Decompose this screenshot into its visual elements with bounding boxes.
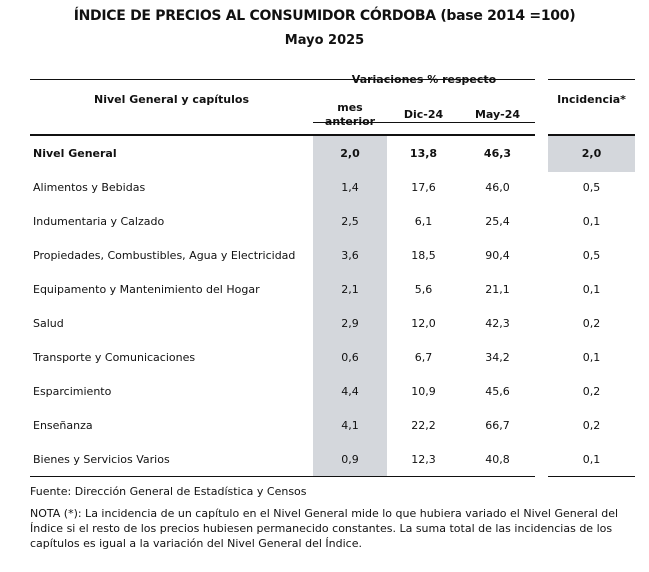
header-may: May-24 [474, 108, 521, 121]
cell-dic: 6,1 [414, 215, 433, 228]
cell-may: 42,3 [485, 317, 510, 330]
cell-dic: 12,0 [411, 317, 436, 330]
cell-name: Bienes y Servicios Varios [33, 453, 170, 466]
cell-may: 21,1 [485, 283, 510, 296]
table-row: Equipamento y Mantenimiento del Hogar 2,1… [0, 273, 649, 307]
cell-name: Alimentos y Bebidas [33, 181, 146, 194]
cell-mes: 2,5 [341, 215, 359, 228]
table-row: Salud 2,9 12,0 42,3 0,2 [0, 307, 649, 341]
table-row: Indumentaria y Calzado 2,5 6,1 25,4 0,1 [0, 205, 649, 239]
cell-dic: 18,5 [411, 249, 436, 262]
cell-mes: 2,0 [340, 147, 360, 160]
bottom-rule [30, 476, 535, 477]
cell-may: 40,8 [485, 453, 510, 466]
cell-dic: 10,9 [411, 385, 436, 398]
cell-name: Esparcimiento [33, 385, 112, 398]
cell-name: Propiedades, Combustibles, Agua y Electr… [33, 249, 296, 262]
cell-name: Transporte y Comunicaciones [33, 351, 196, 364]
header-dic: Dic-24 [403, 108, 444, 121]
cell-mes: 4,4 [341, 385, 359, 398]
table-row: Nivel General 2,0 13,8 46,3 2,0 [0, 137, 649, 171]
cell-may: 46,0 [485, 181, 510, 194]
table-row: Bienes y Servicios Varios 0,9 12,3 40,8 0,1 [0, 443, 649, 477]
header-incidencia: Incidencia* [557, 93, 626, 106]
cell-dic: 12,3 [411, 453, 436, 466]
header-mes-anterior: mes anterior [313, 101, 387, 129]
cell-name: Nivel General [33, 147, 117, 160]
cell-mes: 2,1 [341, 283, 359, 296]
cell-name: Enseñanza [33, 419, 93, 432]
cell-may: 66,7 [485, 419, 510, 432]
table-row: Propiedades, Combustibles, Agua y Electr… [0, 239, 649, 273]
page-subtitle: Mayo 2025 [284, 33, 365, 48]
cell-name: Indumentaria y Calzado [33, 215, 165, 228]
header-anterior: anterior [324, 115, 376, 128]
header-chapters: Nivel General y capítulos [94, 93, 249, 106]
cell-mes: 4,1 [341, 419, 359, 432]
cell-name: Salud [33, 317, 64, 330]
header-rule-inc [548, 134, 635, 136]
cell-mes: 2,9 [341, 317, 359, 330]
cell-may: 25,4 [485, 215, 510, 228]
footnote: NOTA (*): La incidencia de un capítulo e… [30, 507, 619, 550]
header-variations: Variaciones % respecto [351, 73, 497, 86]
top-rule-inc [548, 79, 635, 80]
cell-name: Equipamento y Mantenimiento del Hogar [33, 283, 260, 296]
cell-dic: 13,8 [409, 147, 438, 160]
table-row: Alimentos y Bebidas 1,4 17,6 46,0 0,5 [0, 171, 649, 205]
cell-mes: 1,4 [341, 181, 359, 194]
cell-inc: 2,0 [581, 147, 602, 160]
cell-inc: 0,2 [582, 317, 601, 330]
table-row: Transporte y Comunicaciones 0,6 6,7 34,2 0,1 [0, 341, 649, 375]
source-note: Fuente: Dirección General de Estadística… [30, 485, 307, 498]
table-row: Esparcimiento 4,4 10,9 45,6 0,2 [0, 375, 649, 409]
cell-dic: 6,7 [414, 351, 433, 364]
cell-inc: 0,5 [582, 181, 601, 194]
cell-inc: 0,1 [582, 453, 601, 466]
header-mes: mes [337, 101, 363, 114]
sub-rule [313, 122, 535, 123]
incidencia-highlight [548, 135, 635, 172]
cell-may: 90,4 [485, 249, 510, 262]
cell-inc: 0,5 [582, 249, 601, 262]
mes-column-highlight [313, 135, 387, 476]
header-rule [30, 134, 535, 136]
page-title: ÍNDICE DE PRECIOS AL CONSUMIDOR CÓRDOBA … [73, 8, 576, 24]
cell-inc: 0,1 [582, 215, 601, 228]
top-rule [30, 79, 535, 80]
cell-mes: 0,6 [341, 351, 359, 364]
cell-dic: 22,2 [411, 419, 436, 432]
cell-dic: 5,6 [414, 283, 433, 296]
cell-mes: 3,6 [341, 249, 359, 262]
table-row: Enseñanza 4,1 22,2 66,7 0,2 [0, 409, 649, 443]
cell-dic: 17,6 [411, 181, 436, 194]
cell-mes: 0,9 [341, 453, 359, 466]
cell-may: 45,6 [485, 385, 510, 398]
cell-inc: 0,2 [582, 385, 601, 398]
cell-may: 46,3 [483, 147, 512, 160]
cell-may: 34,2 [485, 351, 510, 364]
cell-inc: 0,2 [582, 419, 601, 432]
cell-inc: 0,1 [582, 283, 601, 296]
bottom-rule-inc [548, 476, 635, 477]
cell-inc: 0,1 [582, 351, 601, 364]
